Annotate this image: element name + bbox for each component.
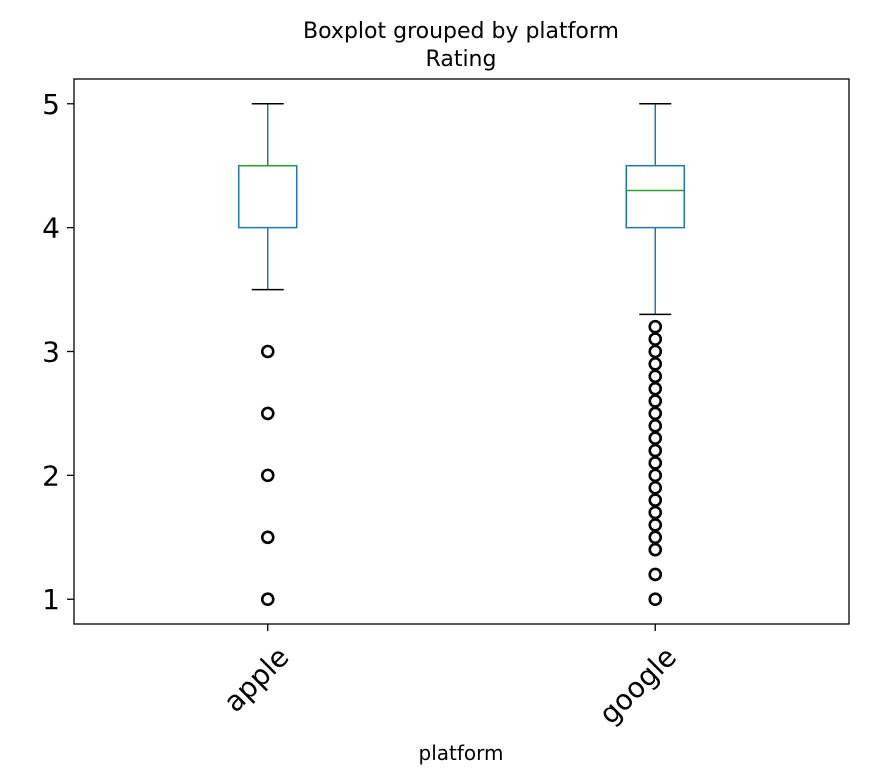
y-tick-label: 2: [42, 459, 60, 492]
outlier-point: [260, 468, 275, 483]
outlier-point: [648, 406, 663, 421]
y-tick-label: 3: [42, 336, 60, 369]
outlier-point: [648, 592, 663, 607]
y-tick-label: 1: [42, 583, 60, 616]
axes-frame: [73, 78, 850, 625]
outlier-point: [260, 530, 275, 545]
chart-title: Boxplot grouped by platform: [303, 19, 619, 44]
outlier-point: [260, 344, 275, 359]
outlier-point: [648, 456, 663, 470]
outlier-point: [648, 394, 663, 408]
box-group-google: [625, 103, 685, 607]
outlier-point: [648, 493, 663, 507]
iqr-box: [238, 164, 298, 229]
outlier-point: [260, 406, 275, 421]
outlier-point: [648, 369, 663, 384]
outlier-point: [648, 542, 663, 557]
x-tick-label-google: google: [593, 640, 683, 730]
outlier-point: [648, 357, 663, 371]
y-tick-label: 4: [42, 212, 60, 245]
outlier-point: [648, 567, 663, 582]
outlier-point: [648, 419, 663, 433]
outlier-point: [648, 381, 663, 396]
box-group-apple: [238, 103, 298, 607]
outlier-point: [260, 592, 275, 607]
outlier-point: [648, 480, 663, 495]
plot-area: 1 2 3 4 5 apple google: [42, 88, 685, 731]
outlier-point: [648, 505, 663, 520]
x-axis-label: platform: [419, 741, 504, 765]
outlier-point: [648, 319, 663, 334]
outlier-point: [648, 431, 663, 446]
chart-subtitle: Rating: [426, 47, 497, 72]
outlier-point: [648, 530, 663, 545]
outlier-point: [648, 468, 663, 483]
iqr-box: [625, 164, 685, 229]
outlier-point: [648, 344, 663, 359]
x-tick-label-apple: apple: [217, 640, 295, 718]
outlier-point: [648, 332, 663, 346]
outlier-point: [648, 518, 663, 532]
outlier-point: [648, 443, 663, 458]
y-tick-label: 5: [42, 88, 60, 121]
